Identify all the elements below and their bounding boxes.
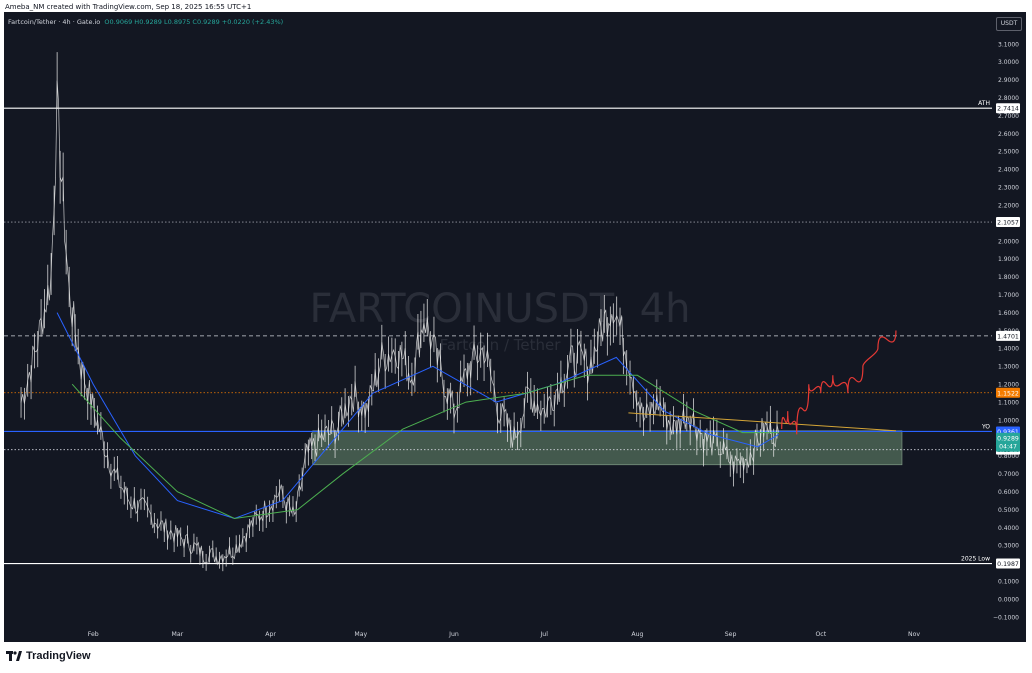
y-tick-label: 0.1000 (998, 578, 1019, 585)
x-tick-label: May (354, 631, 367, 638)
y-tick-label: 3.0000 (998, 59, 1019, 66)
y-tick-label: 0.5000 (998, 507, 1019, 514)
projection-path (781, 330, 897, 435)
ema-group (56, 312, 779, 520)
y-tick-label: 1.1000 (998, 399, 1019, 406)
y-tick-label: 0.7000 (998, 471, 1019, 478)
level-label-2: 1.4701 (997, 333, 1019, 340)
y-tick-label: 1.9000 (998, 256, 1019, 263)
price-group (20, 52, 780, 572)
level-label-4: 0.9361 (997, 429, 1019, 436)
y-tick-label: 2.3000 (998, 185, 1019, 192)
y-tick-label: 2.0000 (998, 238, 1019, 245)
support-zone-group (312, 430, 903, 466)
ema-slow-line (71, 374, 779, 520)
y-tick-label: 0.8000 (998, 453, 1019, 460)
trendline (628, 412, 897, 432)
y-tick-label: 2.9000 (998, 77, 1019, 84)
y-tick-label: 0.3000 (998, 543, 1019, 550)
x-axis[interactable]: Feb Mar Apr May Jun Jul Aug Sep Oct Nov (88, 631, 921, 638)
y-tick-label: 2.2000 (998, 202, 1019, 209)
level-labels: 2.7414ATH2.10571.47011.15220.9361YO0.834… (961, 100, 1020, 569)
level-label-box-1 (996, 217, 1020, 228)
levels-group (4, 107, 992, 565)
x-tick-label: Aug (631, 631, 643, 638)
y-tick-label: 1.7000 (998, 292, 1019, 299)
current-price-box (996, 432, 1020, 452)
countdown-label: 04:47 (999, 443, 1017, 450)
x-tick-label: Sep (725, 631, 737, 638)
projection-group (781, 330, 897, 435)
y-tick-label: 0.4000 (998, 525, 1019, 532)
y-tick-label: 1.6000 (998, 310, 1019, 317)
y-tick-label: 2.5000 (998, 149, 1019, 156)
header-text: Ameba_NM created with TradingView.com, S… (5, 3, 252, 11)
level-label-box-0 (996, 103, 1020, 114)
level-label-box-2 (996, 330, 1020, 341)
watermark-symbol: FARTCOINUSDT, 4h (310, 286, 691, 332)
level-tag-0: ATH (978, 100, 990, 107)
y-tick-label: 2.4000 (998, 167, 1019, 174)
price-line (20, 80, 780, 566)
y-tick-label: 0.0000 (998, 596, 1019, 603)
watermark-name: Fartcoin / Tether (440, 336, 562, 354)
level-label-3: 1.1522 (997, 390, 1019, 397)
footer: TradingView (6, 650, 91, 662)
level-tag-6: 2025 Low (961, 556, 990, 563)
y-tick-label: 1.3000 (998, 364, 1019, 371)
y-tick-label: 2.8000 (998, 95, 1019, 102)
y-tick-label: 3.1000 (998, 41, 1019, 48)
x-tick-label: Apr (265, 631, 276, 638)
ema-fast-line (56, 312, 779, 520)
y-tick-label: 1.2000 (998, 382, 1019, 389)
current-price-label: 0.9289 (997, 435, 1019, 442)
legend-symbol: Fartcoin/Tether · 4h · Gate.io (8, 18, 101, 26)
legend: Fartcoin/Tether · 4h · Gate.io O0.9069 H… (8, 18, 283, 26)
x-tick-label: Mar (172, 631, 184, 638)
trendline-group (628, 412, 897, 432)
y-tick-label: −0.1000 (993, 614, 1019, 621)
legend-ohlc: O0.9069 H0.9289 L0.8975 C0.9289 +0.0220 … (104, 18, 284, 26)
y-tick-label: 1.4000 (998, 346, 1019, 353)
level-label-6: 0.1987 (997, 561, 1019, 568)
level-label-1: 2.1057 (997, 220, 1019, 227)
footer-brand: TradingView (26, 650, 91, 662)
y-tick-label: 2.7000 (998, 113, 1019, 120)
y-tick-label: 0.6000 (998, 489, 1019, 496)
y-tick-label: 1.8000 (998, 274, 1019, 281)
level-label-0: 2.7414 (997, 106, 1019, 113)
level-label-box-6 (996, 558, 1020, 569)
x-tick-label: Oct (815, 631, 826, 638)
x-tick-label: Nov (908, 631, 920, 638)
y-tick-label: 2.6000 (998, 131, 1019, 138)
currency-button[interactable]: USDT (996, 17, 1022, 31)
tradingview-logo-icon (6, 651, 22, 661)
level-tag-4: YO (981, 423, 990, 430)
x-tick-label: Jul (539, 631, 548, 638)
level-label-box-3 (996, 387, 1020, 398)
x-tick-label: Feb (88, 631, 99, 638)
y-tick-label: 1.0000 (998, 417, 1019, 424)
support-zone (312, 430, 903, 466)
x-tick-label: Jun (448, 631, 459, 638)
